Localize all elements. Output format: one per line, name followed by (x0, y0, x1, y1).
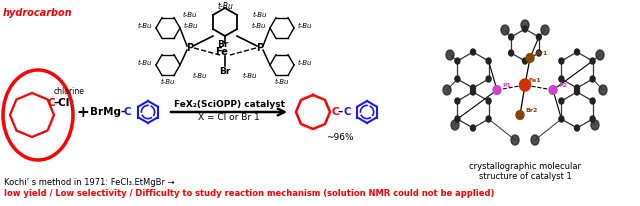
Ellipse shape (451, 120, 459, 130)
Text: Br: Br (218, 40, 228, 49)
Ellipse shape (526, 54, 534, 62)
Text: t-Bu: t-Bu (253, 12, 268, 18)
Text: t-Bu: t-Bu (275, 79, 289, 85)
Ellipse shape (549, 86, 557, 94)
Ellipse shape (599, 85, 607, 95)
Ellipse shape (522, 26, 527, 32)
Ellipse shape (446, 50, 454, 60)
Text: C: C (48, 98, 56, 108)
Ellipse shape (531, 135, 539, 145)
Ellipse shape (536, 34, 541, 40)
Ellipse shape (493, 86, 501, 94)
Text: t-Bu: t-Bu (182, 12, 197, 18)
Ellipse shape (536, 50, 541, 56)
Text: t-Bu: t-Bu (184, 23, 198, 29)
Ellipse shape (455, 58, 460, 64)
Ellipse shape (509, 50, 514, 56)
Ellipse shape (575, 49, 579, 55)
Text: +: + (77, 104, 90, 119)
Ellipse shape (455, 116, 460, 122)
Ellipse shape (470, 85, 476, 91)
Ellipse shape (470, 89, 476, 95)
Ellipse shape (486, 76, 491, 82)
Ellipse shape (596, 50, 604, 60)
Ellipse shape (591, 120, 599, 130)
Text: FeX₂(SciOPP) catalyst: FeX₂(SciOPP) catalyst (173, 100, 285, 109)
Text: t-Bu: t-Bu (217, 2, 233, 11)
Ellipse shape (455, 76, 460, 82)
Ellipse shape (590, 116, 595, 122)
Ellipse shape (516, 111, 524, 119)
Text: C: C (343, 107, 351, 117)
Ellipse shape (559, 58, 564, 64)
Ellipse shape (575, 85, 579, 91)
Text: C: C (124, 107, 132, 117)
Text: t-Bu: t-Bu (193, 73, 207, 79)
Text: t-Bu: t-Bu (138, 60, 152, 66)
Ellipse shape (575, 125, 579, 131)
Text: P2: P2 (558, 83, 567, 88)
Text: hydrocarbon: hydrocarbon (3, 8, 73, 18)
Ellipse shape (443, 85, 451, 95)
Ellipse shape (455, 98, 460, 104)
Text: Br: Br (220, 67, 230, 76)
Ellipse shape (486, 116, 491, 122)
Ellipse shape (509, 34, 514, 40)
Text: t-Bu: t-Bu (252, 23, 266, 29)
Ellipse shape (559, 116, 564, 122)
Text: structure of catalyst 1: structure of catalyst 1 (479, 172, 572, 181)
Text: P: P (257, 43, 264, 53)
Text: Br2: Br2 (525, 108, 538, 113)
Ellipse shape (520, 79, 531, 91)
Ellipse shape (486, 98, 491, 104)
Text: ~96%: ~96% (326, 133, 354, 142)
Text: low yield / Low selectivity / Difficulty to study reaction mechanism (solution N: low yield / Low selectivity / Difficulty… (4, 189, 494, 198)
Text: chlorine: chlorine (54, 87, 85, 96)
Text: t-Bu: t-Bu (298, 23, 312, 29)
Ellipse shape (590, 58, 595, 64)
Ellipse shape (590, 76, 595, 82)
Text: –: – (338, 107, 343, 117)
Text: –Cl: –Cl (54, 98, 70, 108)
Text: P1: P1 (502, 83, 511, 88)
Ellipse shape (541, 25, 549, 35)
Text: t-Bu: t-Bu (243, 73, 257, 79)
Ellipse shape (522, 58, 527, 64)
Ellipse shape (511, 135, 519, 145)
Ellipse shape (470, 125, 476, 131)
Text: Fe1: Fe1 (528, 78, 541, 83)
Ellipse shape (501, 25, 509, 35)
Text: P: P (186, 43, 193, 53)
Text: Br1: Br1 (535, 51, 547, 56)
Text: C: C (331, 107, 339, 117)
Text: t-Bu: t-Bu (138, 23, 152, 29)
Text: Fe: Fe (216, 47, 228, 57)
Text: crystallographic molecular: crystallographic molecular (469, 162, 581, 171)
Text: Kochi’ s method in 1971: FeCl₃.EtMgBr →: Kochi’ s method in 1971: FeCl₃.EtMgBr → (4, 178, 175, 187)
Text: t-Bu: t-Bu (161, 79, 175, 85)
Ellipse shape (486, 58, 491, 64)
Ellipse shape (559, 76, 564, 82)
Ellipse shape (521, 20, 529, 30)
Text: t-Bu: t-Bu (298, 60, 312, 66)
Text: BrMg–: BrMg– (90, 107, 126, 117)
Ellipse shape (559, 98, 564, 104)
Text: X = Cl or Br 1: X = Cl or Br 1 (198, 113, 260, 122)
Ellipse shape (575, 89, 579, 95)
Ellipse shape (590, 98, 595, 104)
Ellipse shape (470, 49, 476, 55)
